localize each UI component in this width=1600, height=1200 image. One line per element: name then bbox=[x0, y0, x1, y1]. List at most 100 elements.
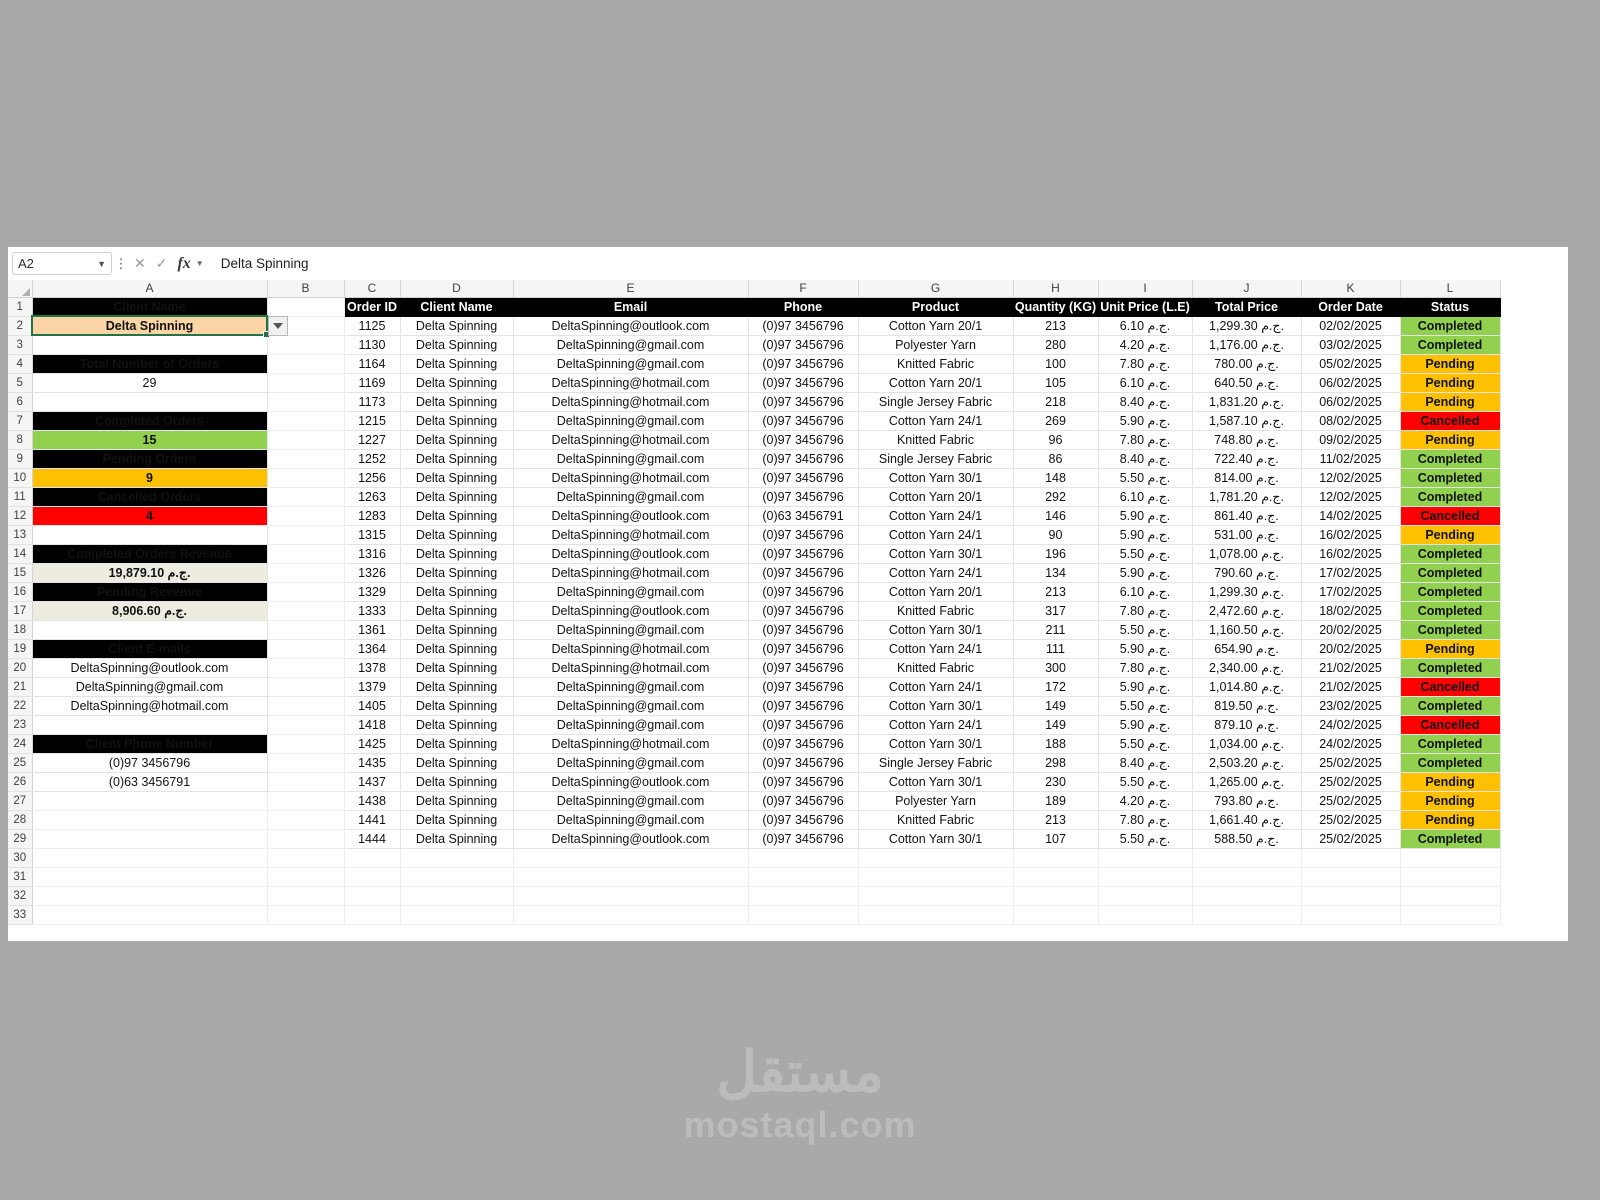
orders-cell-product[interactable]: Cotton Yarn 24/1 bbox=[858, 563, 1014, 583]
orders-cell-order-date[interactable]: 17/02/2025 bbox=[1301, 563, 1401, 583]
orders-cell-total-price[interactable]: 1,587.10 ج.م. bbox=[1192, 411, 1302, 431]
empty-cell[interactable] bbox=[748, 886, 859, 906]
orders-cell-status[interactable]: Completed bbox=[1400, 316, 1501, 336]
empty-cell[interactable] bbox=[1098, 905, 1193, 925]
orders-cell-order-id[interactable]: 1215 bbox=[344, 411, 401, 431]
column-header-a[interactable]: A bbox=[32, 280, 268, 298]
orders-cell-email[interactable]: DeltaSpinning@gmail.com bbox=[513, 487, 749, 507]
empty-cell[interactable] bbox=[1098, 848, 1193, 868]
orders-cell-total-price[interactable]: 2,472.60 ج.م. bbox=[1192, 601, 1302, 621]
summary-cell-a22[interactable]: DeltaSpinning@hotmail.com bbox=[31, 695, 268, 716]
empty-cell[interactable] bbox=[1013, 867, 1099, 887]
orders-cell-email[interactable]: DeltaSpinning@hotmail.com bbox=[513, 392, 749, 412]
orders-cell-client-name[interactable]: Delta Spinning bbox=[400, 430, 514, 450]
empty-cell[interactable] bbox=[1013, 848, 1099, 868]
orders-cell-client-name[interactable]: Delta Spinning bbox=[400, 468, 514, 488]
orders-cell-phone[interactable]: (0)97 3456796 bbox=[748, 468, 859, 488]
empty-cell[interactable] bbox=[513, 905, 749, 925]
orders-cell-order-date[interactable]: 25/02/2025 bbox=[1301, 810, 1401, 830]
column-header-g[interactable]: G bbox=[858, 280, 1014, 298]
more-options-icon[interactable]: ⋮ bbox=[114, 255, 128, 271]
empty-cell[interactable] bbox=[344, 848, 401, 868]
orders-cell-quantity[interactable]: 280 bbox=[1013, 335, 1099, 355]
orders-cell-order-date[interactable]: 12/02/2025 bbox=[1301, 487, 1401, 507]
orders-cell-phone[interactable]: (0)97 3456796 bbox=[748, 487, 859, 507]
summary-cell-a4[interactable]: Total Number of Orders bbox=[32, 354, 268, 374]
orders-cell-order-id[interactable]: 1329 bbox=[344, 582, 401, 602]
orders-cell-email[interactable]: DeltaSpinning@outlook.com bbox=[513, 316, 749, 336]
orders-cell-order-id[interactable]: 1441 bbox=[344, 810, 401, 830]
orders-cell-quantity[interactable]: 146 bbox=[1013, 506, 1099, 526]
summary-cell-a20[interactable]: DeltaSpinning@outlook.com bbox=[31, 657, 268, 678]
orders-cell-order-date[interactable]: 09/02/2025 bbox=[1301, 430, 1401, 450]
column-header-j[interactable]: J bbox=[1192, 280, 1302, 298]
empty-cell[interactable] bbox=[1098, 886, 1193, 906]
summary-cell-a16[interactable]: Pending Revenue bbox=[32, 582, 268, 602]
orders-cell-email[interactable]: DeltaSpinning@gmail.com bbox=[513, 335, 749, 355]
orders-cell-email[interactable]: DeltaSpinning@gmail.com bbox=[513, 354, 749, 374]
orders-cell-total-price[interactable]: 861.40 ج.م. bbox=[1192, 506, 1302, 526]
orders-cell-total-price[interactable]: 790.60 ج.م. bbox=[1192, 563, 1302, 583]
column-header-l[interactable]: L bbox=[1400, 280, 1501, 298]
orders-cell-unit-price[interactable]: 5.90 ج.م. bbox=[1098, 411, 1193, 431]
empty-cell-b25[interactable] bbox=[267, 753, 345, 773]
empty-cell-b16[interactable] bbox=[267, 582, 345, 602]
empty-cell[interactable] bbox=[344, 886, 401, 906]
orders-cell-order-id[interactable]: 1169 bbox=[344, 373, 401, 393]
orders-cell-unit-price[interactable]: 5.50 ج.م. bbox=[1098, 620, 1193, 640]
orders-cell-client-name[interactable]: Delta Spinning bbox=[400, 335, 514, 355]
orders-cell-client-name[interactable]: Delta Spinning bbox=[400, 449, 514, 469]
column-header-f[interactable]: F bbox=[748, 280, 859, 298]
empty-cell-b10[interactable] bbox=[267, 468, 345, 488]
row-header-26[interactable]: 26 bbox=[8, 772, 33, 792]
orders-cell-total-price[interactable]: 1,014.80 ج.م. bbox=[1192, 677, 1302, 697]
row-header-28[interactable]: 28 bbox=[8, 810, 33, 830]
orders-cell-status[interactable]: Pending bbox=[1400, 639, 1501, 659]
summary-cell-a6[interactable] bbox=[31, 391, 268, 412]
empty-cell-b5[interactable] bbox=[267, 373, 345, 393]
empty-cell-a27[interactable] bbox=[32, 791, 268, 811]
row-header-32[interactable]: 32 bbox=[8, 886, 33, 906]
summary-cell-a17[interactable]: 8,906.60 ج.م. bbox=[32, 601, 268, 621]
orders-cell-total-price[interactable]: 588.50 ج.م. bbox=[1192, 829, 1302, 849]
empty-cell[interactable] bbox=[858, 905, 1014, 925]
orders-cell-product[interactable]: Cotton Yarn 24/1 bbox=[858, 639, 1014, 659]
row-header-13[interactable]: 13 bbox=[8, 525, 33, 545]
empty-cell-b3[interactable] bbox=[267, 335, 345, 355]
orders-cell-total-price[interactable]: 531.00 ج.م. bbox=[1192, 525, 1302, 545]
row-header-19[interactable]: 19 bbox=[8, 639, 33, 659]
orders-cell-unit-price[interactable]: 5.90 ج.م. bbox=[1098, 639, 1193, 659]
empty-cell[interactable] bbox=[513, 848, 749, 868]
orders-cell-client-name[interactable]: Delta Spinning bbox=[400, 392, 514, 412]
summary-cell-a18[interactable] bbox=[31, 619, 268, 640]
orders-cell-status[interactable]: Pending bbox=[1400, 430, 1501, 450]
row-header-16[interactable]: 16 bbox=[8, 582, 33, 602]
orders-cell-status[interactable]: Pending bbox=[1400, 791, 1501, 811]
column-header-e[interactable]: E bbox=[513, 280, 749, 298]
orders-cell-status[interactable]: Completed bbox=[1400, 696, 1501, 716]
summary-cell-a1[interactable]: Client Name bbox=[32, 297, 268, 317]
empty-cell-a33[interactable] bbox=[32, 905, 268, 925]
orders-cell-unit-price[interactable]: 5.90 ج.م. bbox=[1098, 715, 1193, 735]
orders-cell-client-name[interactable]: Delta Spinning bbox=[400, 791, 514, 811]
empty-cell-b22[interactable] bbox=[267, 696, 345, 716]
orders-cell-order-date[interactable]: 23/02/2025 bbox=[1301, 696, 1401, 716]
orders-cell-quantity[interactable]: 213 bbox=[1013, 582, 1099, 602]
orders-cell-unit-price[interactable]: 8.40 ج.م. bbox=[1098, 753, 1193, 773]
orders-cell-client-name[interactable]: Delta Spinning bbox=[400, 677, 514, 697]
empty-cell[interactable] bbox=[1192, 867, 1302, 887]
orders-cell-client-name[interactable]: Delta Spinning bbox=[400, 601, 514, 621]
orders-cell-total-price[interactable]: 819.50 ج.م. bbox=[1192, 696, 1302, 716]
orders-cell-order-id[interactable]: 1437 bbox=[344, 772, 401, 792]
row-header-5[interactable]: 5 bbox=[8, 373, 33, 393]
orders-cell-phone[interactable]: (0)97 3456796 bbox=[748, 335, 859, 355]
orders-cell-total-price[interactable]: 2,503.20 ج.م. bbox=[1192, 753, 1302, 773]
orders-cell-phone[interactable]: (0)63 3456791 bbox=[748, 506, 859, 526]
orders-cell-product[interactable]: Cotton Yarn 24/1 bbox=[858, 677, 1014, 697]
orders-cell-order-date[interactable]: 24/02/2025 bbox=[1301, 734, 1401, 754]
orders-cell-phone[interactable]: (0)97 3456796 bbox=[748, 620, 859, 640]
orders-cell-order-date[interactable]: 16/02/2025 bbox=[1301, 525, 1401, 545]
orders-cell-quantity[interactable]: 96 bbox=[1013, 430, 1099, 450]
empty-cell-b13[interactable] bbox=[267, 525, 345, 545]
orders-cell-status[interactable]: Completed bbox=[1400, 829, 1501, 849]
